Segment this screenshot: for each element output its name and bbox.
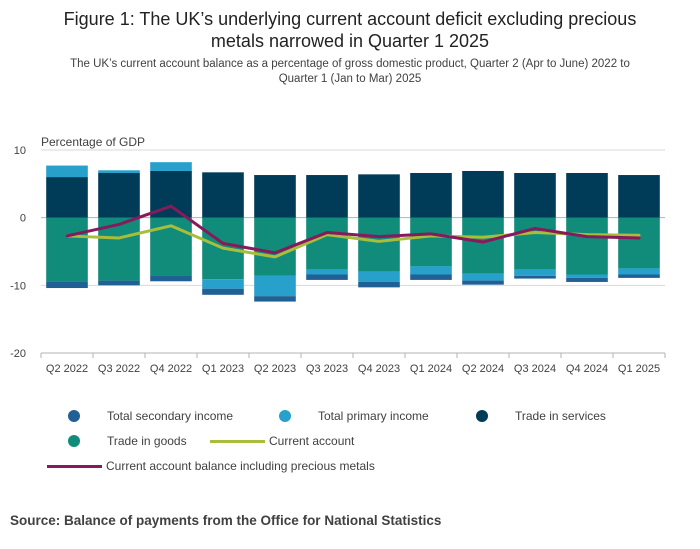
bar-total-secondary-income bbox=[150, 275, 192, 282]
chart-subtitle-line-2: Quarter 1 (Jan to Mar) 2025 bbox=[278, 73, 422, 85]
x-tick-label: Q1 2024 bbox=[410, 363, 452, 375]
chart-subtitle-line-1: The UK’s current account balance as a pe… bbox=[70, 58, 630, 70]
bar-total-primary-income bbox=[410, 266, 452, 275]
legend-swatch-services bbox=[476, 410, 488, 422]
bar-trade-in-goods bbox=[566, 217, 608, 275]
x-tick-label: Q2 2022 bbox=[46, 363, 88, 375]
bar-trade-in-services bbox=[566, 173, 608, 218]
legend-item-primary-income[interactable]: Total primary income bbox=[279, 409, 429, 423]
legend-swatch-secondary-income bbox=[68, 410, 80, 422]
bar-trade-in-services bbox=[202, 172, 244, 218]
bar-trade-in-services bbox=[98, 173, 140, 218]
bar-trade-in-goods bbox=[514, 217, 556, 270]
bar-total-secondary-income bbox=[46, 281, 88, 289]
line-current-account-incl-precious-metals bbox=[65, 204, 641, 255]
bar-total-secondary-income bbox=[514, 275, 556, 279]
bar-total-primary-income bbox=[462, 273, 504, 281]
bar-total-primary-income bbox=[514, 269, 556, 276]
bar-total-primary-income bbox=[254, 275, 296, 297]
bar-trade-in-goods bbox=[306, 217, 348, 270]
bar-total-secondary-income bbox=[358, 281, 400, 288]
bar-total-secondary-income bbox=[254, 296, 296, 302]
y-tick-label: -20 bbox=[10, 348, 26, 360]
bar-trade-in-services bbox=[306, 175, 348, 218]
legend-item-services[interactable]: Trade in services bbox=[476, 409, 606, 423]
x-tick-label: Q4 2022 bbox=[150, 363, 192, 375]
x-tick-label: Q3 2023 bbox=[306, 363, 348, 375]
line-current-account bbox=[65, 224, 641, 259]
bar-total-primary-income bbox=[150, 162, 192, 171]
chart-subtitle: The UK’s current account balance as a pe… bbox=[40, 57, 660, 87]
chart-title-line-2: metals narrowed in Quarter 1 2025 bbox=[210, 31, 490, 51]
legend-label-services: Trade in services bbox=[515, 409, 606, 423]
chart-title-line-1: Figure 1: The UK’s underlying current ac… bbox=[63, 9, 637, 29]
legend-label-current-account: Current account bbox=[269, 434, 355, 448]
legend-label-secondary-income: Total secondary income bbox=[107, 409, 234, 423]
x-tick-label: Q4 2023 bbox=[358, 363, 400, 375]
legend-item-precious-metals[interactable]: Current account balance including precio… bbox=[47, 459, 375, 473]
x-tick-label: Q2 2023 bbox=[254, 363, 296, 375]
bar-trade-in-goods bbox=[358, 217, 400, 272]
source-note: Source: Balance of payments from the Off… bbox=[10, 513, 442, 528]
bar-trade-in-services bbox=[410, 173, 452, 218]
legend-swatch-current-account bbox=[210, 439, 265, 443]
bar-total-secondary-income bbox=[202, 288, 244, 295]
bar-total-secondary-income bbox=[410, 274, 452, 280]
bar-trade-in-goods bbox=[462, 217, 504, 274]
chart-title: Figure 1: The UK’s underlying current ac… bbox=[0, 8, 700, 52]
bar-total-primary-income bbox=[306, 269, 348, 275]
bar-total-secondary-income bbox=[462, 280, 504, 285]
bar-total-secondary-income bbox=[618, 274, 660, 278]
bar-total-primary-income bbox=[566, 274, 608, 278]
bar-trade-in-services bbox=[462, 170, 504, 218]
x-tick-label: Q2 2024 bbox=[462, 363, 504, 375]
bar-total-primary-income bbox=[202, 279, 244, 289]
y-tick-label: 0 bbox=[20, 213, 26, 225]
bar-total-secondary-income bbox=[566, 277, 608, 282]
x-tick-label: Q4 2024 bbox=[566, 363, 608, 375]
y-tick-label: -10 bbox=[10, 280, 26, 292]
legend-label-goods: Trade in goods bbox=[107, 434, 187, 448]
x-tick-label: Q1 2025 bbox=[618, 363, 660, 375]
bar-trade-in-goods bbox=[46, 217, 88, 282]
x-tick-label: Q3 2024 bbox=[514, 363, 556, 375]
bar-trade-in-services bbox=[514, 173, 556, 218]
bar-trade-in-services bbox=[254, 175, 296, 218]
x-tick-label: Q3 2022 bbox=[98, 363, 140, 375]
y-axis-label: Percentage of GDP bbox=[41, 135, 145, 149]
bar-total-secondary-income bbox=[98, 280, 140, 286]
bar-trade-in-services bbox=[46, 177, 88, 218]
legend-item-goods[interactable]: Trade in goods bbox=[68, 434, 187, 448]
legend-swatch-goods bbox=[68, 435, 80, 447]
bar-total-primary-income bbox=[46, 165, 88, 178]
legend-swatch-primary-income bbox=[279, 410, 291, 422]
bar-trade-in-services bbox=[618, 175, 660, 218]
x-tick-label: Q1 2023 bbox=[202, 363, 244, 375]
legend-label-primary-income: Total primary income bbox=[318, 409, 429, 423]
bar-trade-in-goods bbox=[410, 217, 452, 267]
bar-total-primary-income bbox=[358, 271, 400, 282]
legend-item-current-account[interactable]: Current account bbox=[210, 434, 354, 448]
bar-trade-in-goods bbox=[618, 217, 660, 269]
legend-label-precious-metals: Current account balance including precio… bbox=[106, 459, 375, 473]
y-tick-label: 10 bbox=[14, 145, 26, 157]
legend-swatch-precious-metals bbox=[47, 464, 102, 468]
bar-trade-in-services bbox=[358, 174, 400, 218]
legend-item-secondary-income[interactable]: Total secondary income bbox=[68, 409, 233, 423]
bar-total-primary-income bbox=[98, 170, 140, 174]
bar-total-secondary-income bbox=[306, 274, 348, 280]
bar-total-primary-income bbox=[618, 268, 660, 275]
